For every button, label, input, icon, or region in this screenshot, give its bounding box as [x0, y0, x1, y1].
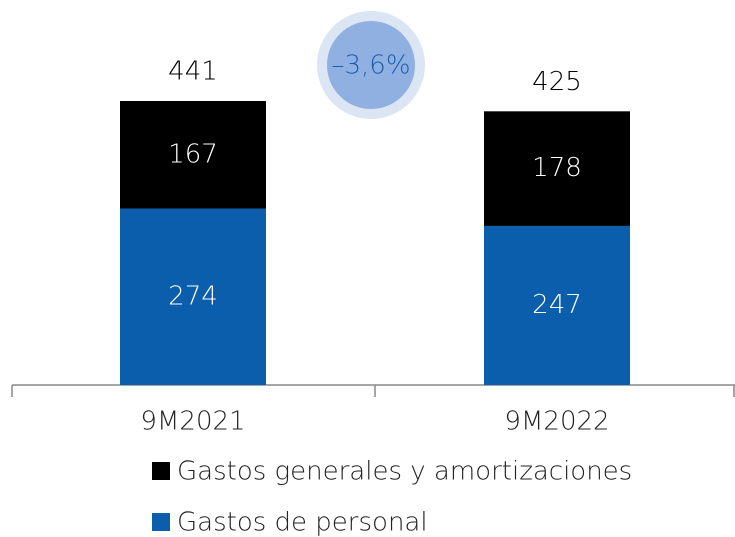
bar-segment	[120, 101, 266, 209]
data-label: 247	[532, 290, 582, 320]
bar-segment	[484, 111, 630, 226]
total-label: 425	[532, 67, 582, 97]
legend-label: Gastos generales y amortizaciones	[177, 457, 632, 487]
annotation-bubble	[327, 21, 415, 109]
annotation: –3,6%	[331, 51, 410, 81]
legend-swatch	[152, 462, 170, 480]
legend-swatch	[152, 513, 170, 531]
x-tick-label: 9M2022	[504, 407, 609, 437]
bar-segment	[120, 208, 266, 385]
legend-label: Gastos de personal	[177, 508, 428, 537]
data-label: 178	[532, 153, 582, 183]
bar-segment	[484, 225, 630, 385]
data-label: 274	[168, 281, 218, 311]
data-label: 167	[168, 139, 218, 169]
x-tick-label: 9M2021	[140, 407, 245, 437]
total-label: 441	[168, 57, 218, 87]
